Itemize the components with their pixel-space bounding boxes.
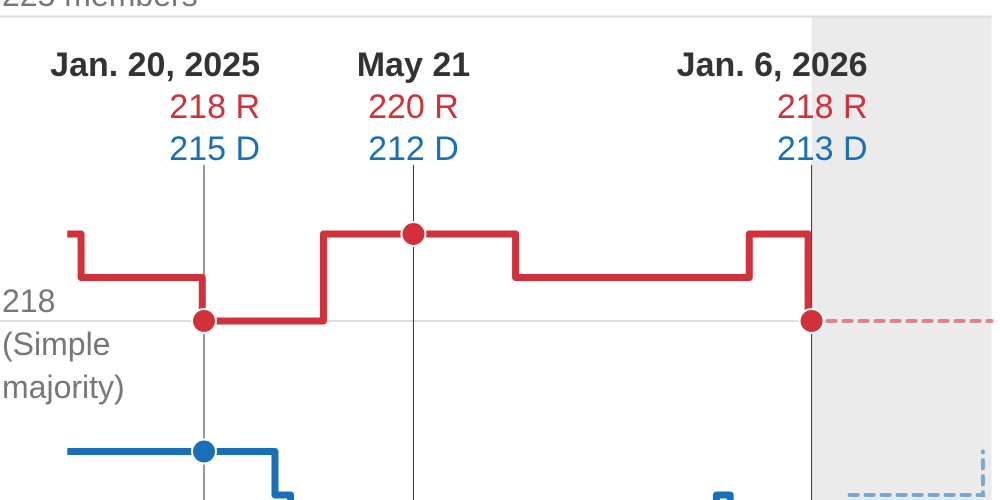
annotation-d-count: 212 D: [368, 130, 459, 168]
future-shaded-region: [811, 16, 992, 500]
projected-line-D: [847, 449, 985, 497]
majority-label-line1: 218: [2, 283, 55, 319]
annotation-d-count: 215 D: [169, 130, 260, 168]
top-gridline-label: 225 members: [2, 0, 198, 13]
r-point: [191, 308, 217, 334]
annotation-date: Jan. 6, 2026: [677, 46, 868, 84]
majority-label-line2: (Simple: [2, 326, 110, 362]
annotation-r-count: 220 R: [368, 88, 459, 126]
annotation-date: May 21: [357, 46, 470, 84]
r-point: [400, 221, 427, 247]
d-point: [191, 438, 217, 465]
series-line-D: [67, 448, 734, 500]
annotation-d-count: 213 D: [777, 130, 868, 168]
r-point: [798, 308, 825, 334]
series-line-R: [67, 230, 812, 325]
majority-label-line3: majority): [2, 369, 125, 405]
annotation-date: Jan. 20, 2025: [50, 46, 260, 84]
annotation-r-count: 218 R: [777, 88, 868, 126]
annotation-r-count: 218 R: [169, 88, 260, 126]
